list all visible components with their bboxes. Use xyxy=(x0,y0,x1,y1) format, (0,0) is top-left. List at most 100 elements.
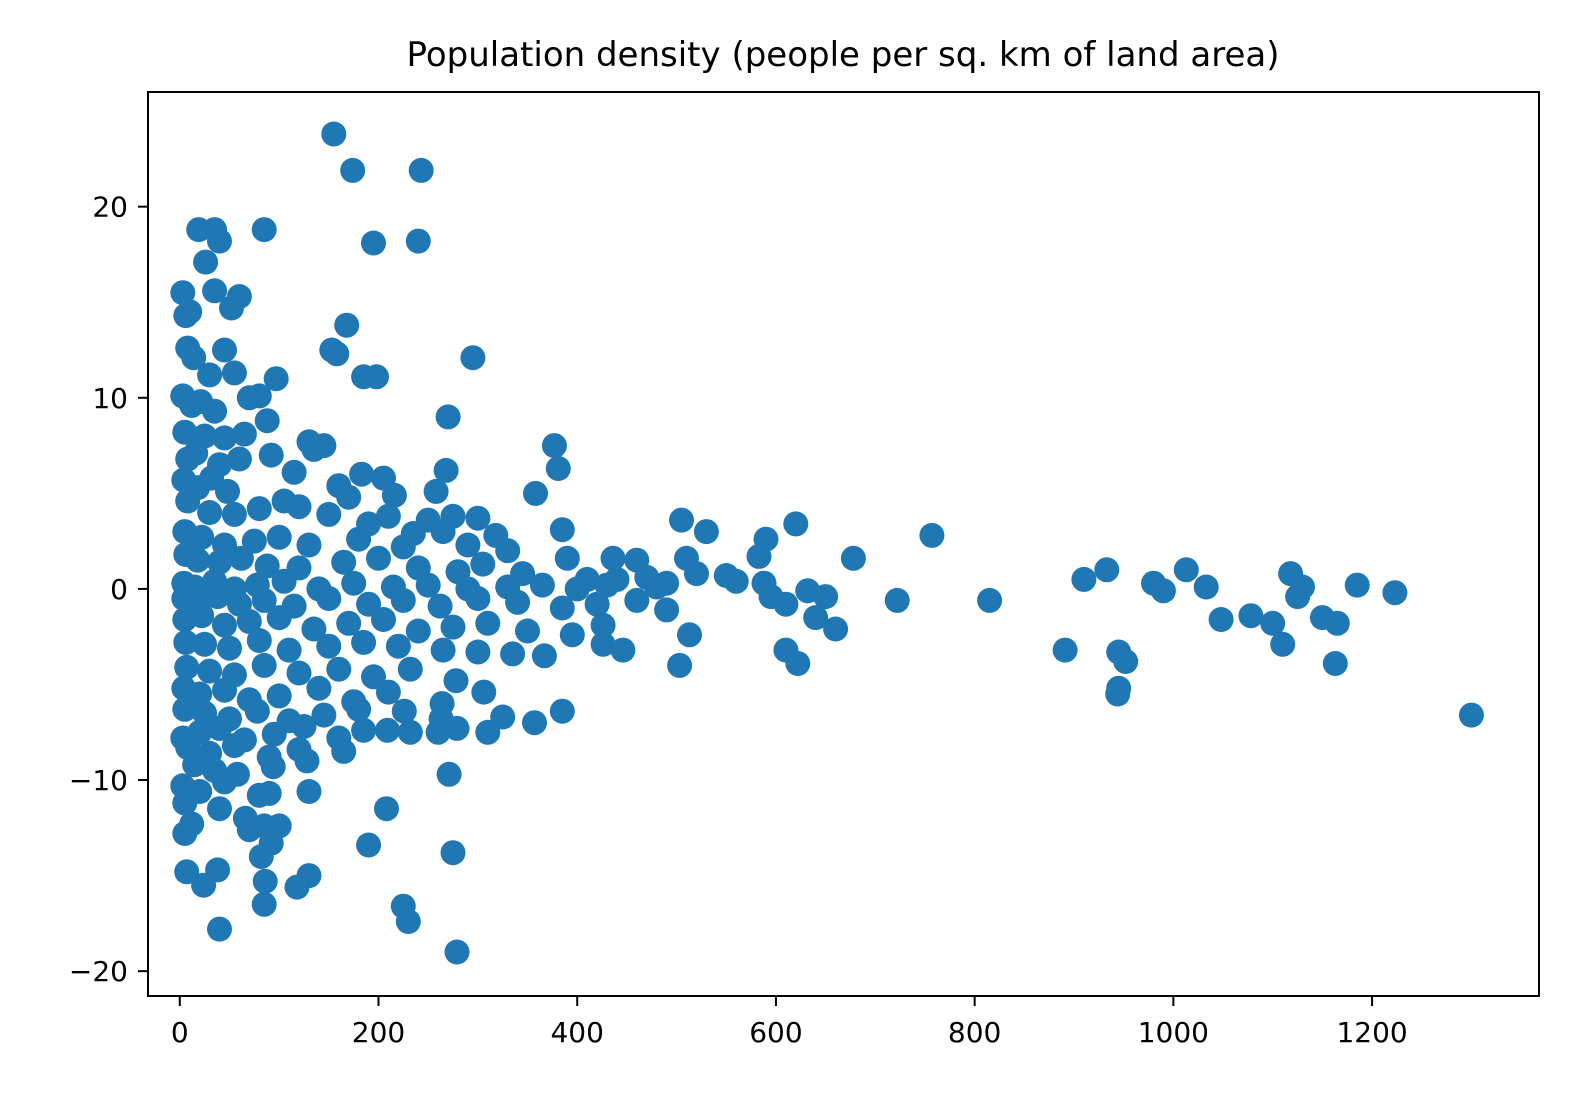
data-point xyxy=(221,360,247,386)
data-point xyxy=(423,478,449,504)
data-point xyxy=(207,715,232,741)
data-point xyxy=(803,605,829,631)
data-point xyxy=(316,633,342,659)
data-point xyxy=(495,538,521,564)
data-point xyxy=(266,524,292,550)
data-point xyxy=(505,589,531,615)
data-point xyxy=(244,698,270,724)
data-point xyxy=(1238,603,1264,629)
data-point xyxy=(397,656,423,682)
data-point xyxy=(321,121,347,147)
data-point xyxy=(340,157,366,183)
data-point xyxy=(1113,649,1139,674)
data-point xyxy=(840,545,866,571)
data-point xyxy=(192,631,218,657)
data-point xyxy=(460,345,486,371)
data-point xyxy=(351,717,377,743)
data-point xyxy=(221,733,247,759)
data-point xyxy=(440,840,466,866)
data-point xyxy=(261,721,287,747)
x-tick-label: 600 xyxy=(749,1016,802,1049)
data-point xyxy=(590,631,616,657)
data-point xyxy=(604,566,630,592)
data-point xyxy=(174,859,200,885)
data-point xyxy=(175,488,201,514)
data-point xyxy=(444,715,470,741)
data-point xyxy=(228,545,254,571)
data-point xyxy=(189,524,215,550)
data-point xyxy=(361,230,386,256)
data-point xyxy=(385,633,411,659)
data-point xyxy=(266,605,292,631)
data-point xyxy=(391,698,417,724)
data-point xyxy=(549,698,575,724)
data-point xyxy=(336,484,362,510)
data-point xyxy=(263,366,289,392)
data-point xyxy=(172,696,198,722)
data-point xyxy=(375,503,401,529)
data-point xyxy=(334,312,360,338)
data-point xyxy=(549,595,575,621)
data-point xyxy=(465,505,491,531)
data-point xyxy=(185,547,211,573)
data-point xyxy=(356,591,382,617)
data-point xyxy=(219,295,244,321)
data-point xyxy=(610,637,636,663)
data-point xyxy=(202,278,228,304)
data-point xyxy=(1071,566,1097,592)
data-point xyxy=(1193,574,1219,600)
data-point xyxy=(366,545,391,571)
data-point xyxy=(324,341,350,367)
data-point xyxy=(425,719,451,745)
data-point xyxy=(254,408,280,434)
data-point xyxy=(723,568,749,594)
data-point xyxy=(251,652,277,678)
data-point xyxy=(364,364,389,390)
data-point xyxy=(390,534,416,560)
data-point xyxy=(1285,584,1311,610)
data-point xyxy=(174,654,200,680)
data-point xyxy=(1094,557,1120,583)
data-point xyxy=(241,528,267,554)
data-point xyxy=(1150,578,1176,604)
data-point xyxy=(1260,610,1286,636)
data-point xyxy=(523,480,548,506)
data-point xyxy=(475,719,501,745)
data-point xyxy=(1173,557,1199,583)
data-point xyxy=(693,519,719,545)
data-point xyxy=(172,419,198,445)
data-point xyxy=(301,436,327,462)
y-tick-label: −10 xyxy=(69,764,128,797)
data-point xyxy=(254,553,280,579)
data-point xyxy=(170,280,196,306)
data-point xyxy=(435,404,461,430)
data-point xyxy=(669,507,694,533)
data-point xyxy=(286,660,312,686)
data-point xyxy=(465,586,491,611)
data-point xyxy=(823,616,849,642)
data-point xyxy=(316,501,342,527)
data-point xyxy=(212,425,237,451)
data-point xyxy=(559,622,585,648)
data-point xyxy=(172,790,198,816)
data-point xyxy=(884,587,910,613)
data-point xyxy=(351,629,377,655)
data-point xyxy=(522,710,547,736)
data-point xyxy=(397,719,423,745)
data-point xyxy=(919,522,945,548)
data-point xyxy=(475,610,501,636)
data-point xyxy=(624,587,650,613)
data-point xyxy=(395,909,421,934)
data-point xyxy=(346,696,372,722)
chart-title: Population density (people per sq. km of… xyxy=(407,35,1280,75)
data-point xyxy=(284,874,310,900)
data-point xyxy=(465,639,491,665)
data-point xyxy=(654,597,680,623)
data-point xyxy=(515,618,540,644)
data-point xyxy=(276,637,302,663)
data-point xyxy=(346,526,372,552)
data-point xyxy=(1344,572,1370,598)
data-point xyxy=(549,517,575,543)
data-point xyxy=(316,586,342,611)
data-point xyxy=(191,872,217,898)
